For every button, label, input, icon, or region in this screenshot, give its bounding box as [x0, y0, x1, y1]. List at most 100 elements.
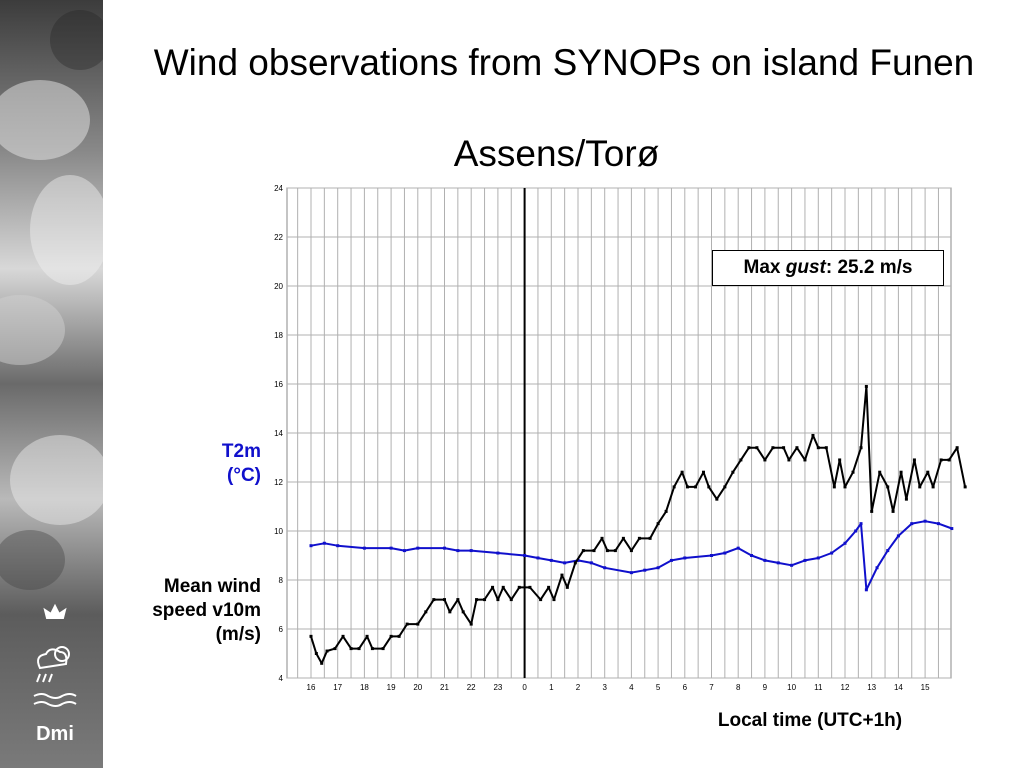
wind-data-point — [656, 522, 660, 526]
wind-data-point — [552, 598, 556, 602]
x-axis-title: Local time (UTC+1h) — [717, 710, 903, 731]
wind-data-point — [424, 610, 428, 614]
wind-data-point — [314, 652, 318, 655]
t2m-data-point — [864, 588, 868, 592]
wind-data-point — [381, 647, 385, 651]
wind-data-point — [811, 433, 815, 437]
wind-data-point — [843, 485, 847, 489]
wind-data-point — [461, 610, 465, 614]
wind-data-point — [824, 446, 828, 450]
wind-data-point — [947, 458, 951, 462]
y-tick-label: 16 — [274, 380, 283, 389]
wind-data-point — [693, 485, 697, 489]
wind-data-point — [389, 634, 393, 638]
wind-data-point — [851, 470, 855, 474]
t2m-data-point — [723, 551, 727, 555]
wind-data-point — [739, 458, 743, 462]
t2m-data-point — [336, 544, 340, 548]
t2m-data-point — [496, 551, 500, 555]
wind-data-point — [600, 536, 604, 540]
x-tick-label: 13 — [867, 683, 876, 692]
wind-data-point — [491, 585, 495, 589]
x-tick-label: 5 — [656, 683, 661, 692]
wind-data-point — [405, 622, 409, 626]
y-tick-label: 20 — [274, 282, 283, 291]
wind-data-point — [613, 549, 617, 553]
wind-data-point — [309, 634, 313, 638]
cloud-background-strip — [0, 0, 103, 768]
wind-data-point — [629, 549, 633, 553]
wind-data-point — [864, 384, 868, 388]
y-tick-label: 4 — [279, 674, 284, 683]
t2m-data-point — [589, 561, 593, 565]
t2m-data-point — [536, 556, 540, 560]
t2m-data-point — [910, 522, 914, 526]
wind-data-point — [955, 446, 959, 450]
wind-data-point — [592, 549, 596, 553]
t2m-data-point — [683, 556, 687, 560]
t2m-data-point — [402, 549, 406, 553]
wind-data-point — [685, 485, 689, 489]
x-tick-label: 1 — [549, 683, 554, 692]
y-tick-label: 10 — [274, 527, 283, 536]
wind-data-point — [701, 470, 705, 474]
wind-data-point — [648, 536, 652, 540]
t2m-data-point — [549, 558, 553, 562]
x-tick-label: 16 — [307, 683, 316, 692]
wind-data-point — [859, 446, 863, 450]
x-tick-label: 4 — [629, 683, 634, 692]
t2m-data-point — [843, 541, 847, 545]
t2m-data-point — [736, 546, 740, 550]
t2m-data-point — [416, 546, 420, 550]
y-tick-label: 22 — [274, 233, 283, 242]
t2m-data-point — [803, 558, 807, 562]
x-tick-label: 0 — [522, 683, 527, 692]
wind-data-point — [547, 585, 551, 589]
t2m-data-point — [896, 534, 900, 538]
wind-data-point — [878, 470, 882, 474]
x-tick-label: 19 — [387, 683, 396, 692]
svg-text:Dmi: Dmi — [36, 723, 74, 745]
wind-data-point — [803, 458, 807, 462]
t2m-data-point — [923, 519, 927, 523]
wind-data-point — [397, 634, 401, 638]
wind-data-point — [715, 497, 719, 501]
wind-data-point — [637, 536, 641, 540]
t2m-data-point — [830, 551, 834, 555]
wind-data-point — [747, 446, 751, 450]
x-tick-label: 20 — [413, 683, 422, 692]
t2m-axis-label: T2m (°C) — [221, 441, 261, 486]
x-tick-label: 3 — [602, 683, 607, 692]
wind-axis-label: Mean wind speed v10m (m/s) — [152, 576, 261, 645]
x-tick-label: 18 — [360, 683, 369, 692]
x-tick-label: 7 — [709, 683, 714, 692]
wind-data-point — [370, 647, 374, 651]
t2m-data-point — [563, 561, 567, 565]
page-title: Wind observations from SYNOPs on island … — [153, 42, 975, 83]
t2m-data-point — [790, 563, 794, 567]
wind-data-point — [723, 485, 727, 489]
wind-data-point — [731, 470, 735, 474]
y-tick-label: 14 — [274, 429, 283, 438]
wind-data-point — [333, 647, 337, 651]
t2m-data-point — [309, 544, 313, 548]
t2m-data-point — [816, 556, 820, 560]
wind-data-point — [496, 598, 500, 602]
x-tick-label: 15 — [921, 683, 930, 692]
wind-data-point — [904, 497, 908, 501]
t2m-data-point — [389, 546, 393, 550]
wind-data-point — [795, 446, 799, 450]
wind-data-point — [755, 446, 759, 450]
t2m-data-point — [443, 546, 446, 550]
y-tick-label: 6 — [279, 625, 284, 634]
t2m-data-point — [776, 561, 780, 565]
wind-data-point — [918, 485, 922, 489]
wind-data-point — [325, 649, 329, 653]
wind-data-point — [912, 458, 916, 462]
x-tick-label: 2 — [576, 683, 581, 692]
wind-data-point — [416, 622, 420, 626]
x-tick-label: 8 — [736, 683, 741, 692]
t2m-data-point — [710, 554, 713, 557]
wind-data-point — [432, 598, 436, 602]
